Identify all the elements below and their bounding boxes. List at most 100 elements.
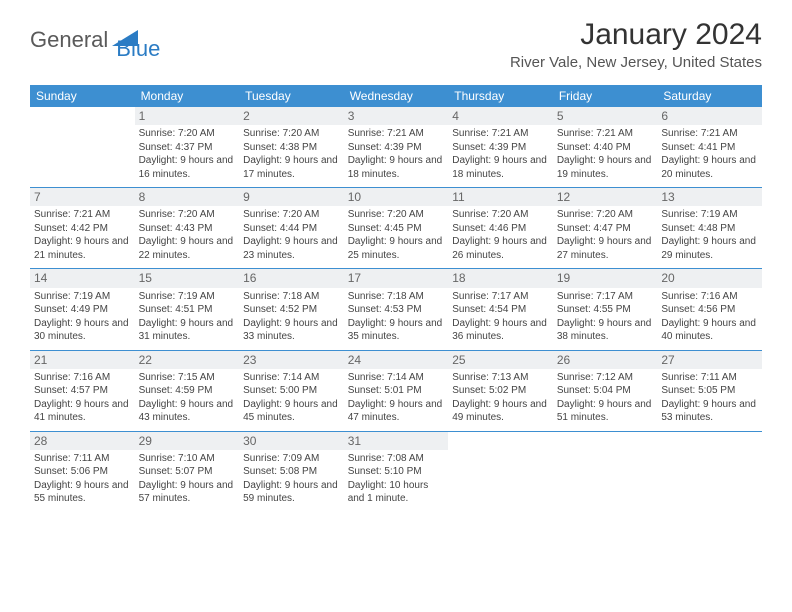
calendar-cell: 2 Sunrise: 7:20 AMSunset: 4:38 PMDaylight… xyxy=(239,107,344,188)
day-number: 11 xyxy=(448,188,553,206)
calendar-cell: 16 Sunrise: 7:18 AMSunset: 4:52 PMDayligh… xyxy=(239,269,344,350)
calendar-cell: 17Sunrise: 7:18 AMSunset: 4:53 PMDayligh… xyxy=(344,269,449,350)
calendar-week: 14Sunrise: 7:19 AMSunset: 4:49 PMDayligh… xyxy=(30,269,762,350)
day-info: Sunrise: 7:20 AMSunset: 4:47 PMDaylight:… xyxy=(557,208,654,262)
day-number: 29 xyxy=(135,432,240,450)
calendar-head: Sunday Monday Tuesday Wednesday Thursday… xyxy=(30,85,762,107)
day-info: Sunrise: 7:17 AMSunset: 4:54 PMDaylight:… xyxy=(452,290,549,344)
day-info: Sunrise: 7:20 AMSunset: 4:38 PMDaylight:… xyxy=(243,127,340,181)
col-wednesday: Wednesday xyxy=(344,85,449,107)
day-number: 28 xyxy=(30,432,135,450)
calendar-cell xyxy=(657,431,762,512)
day-info: Sunrise: 7:14 AMSunset: 5:00 PMDaylight:… xyxy=(243,371,340,425)
title-block: January 2024 River Vale, New Jersey, Uni… xyxy=(510,18,762,71)
calendar-week: 21 Sunrise: 7:16 AMSunset: 4:57 PMDayligh… xyxy=(30,350,762,431)
calendar-cell: 27 Sunrise: 7:11 AMSunset: 5:05 PMDayligh… xyxy=(657,350,762,431)
day-number: 12 xyxy=(553,188,658,206)
logo-text-general: General xyxy=(30,27,108,53)
calendar-cell xyxy=(553,431,658,512)
day-info: Sunrise: 7:12 AMSunset: 5:04 PMDaylight:… xyxy=(557,371,654,425)
day-info: Sunrise: 7:21 AMSunset: 4:39 PMDaylight:… xyxy=(348,127,445,181)
day-number: 19 xyxy=(553,269,658,287)
day-number: 14 xyxy=(30,269,135,287)
header: General Blue January 2024 River Vale, Ne… xyxy=(0,0,792,75)
calendar-cell: 1 Sunrise: 7:20 AMSunset: 4:37 PMDaylight… xyxy=(135,107,240,188)
day-info: Sunrise: 7:09 AMSunset: 5:08 PMDaylight:… xyxy=(243,452,340,506)
col-thursday: Thursday xyxy=(448,85,553,107)
day-info: Sunrise: 7:18 AMSunset: 4:52 PMDaylight:… xyxy=(243,290,340,344)
calendar-cell: 7 Sunrise: 7:21 AMSunset: 4:42 PMDaylight… xyxy=(30,188,135,269)
calendar-week: 7 Sunrise: 7:21 AMSunset: 4:42 PMDaylight… xyxy=(30,188,762,269)
day-number: 16 xyxy=(239,269,344,287)
calendar-week: 28 Sunrise: 7:11 AMSunset: 5:06 PMDayligh… xyxy=(30,431,762,512)
day-info: Sunrise: 7:08 AMSunset: 5:10 PMDaylight:… xyxy=(348,452,445,506)
day-number: 25 xyxy=(448,351,553,369)
day-number: 23 xyxy=(239,351,344,369)
location: River Vale, New Jersey, United States xyxy=(510,54,762,71)
calendar-cell: 10Sunrise: 7:20 AMSunset: 4:45 PMDayligh… xyxy=(344,188,449,269)
calendar-cell: 11 Sunrise: 7:20 AMSunset: 4:46 PMDayligh… xyxy=(448,188,553,269)
day-number: 15 xyxy=(135,269,240,287)
calendar-body: 1 Sunrise: 7:20 AMSunset: 4:37 PMDaylight… xyxy=(30,107,762,512)
day-info: Sunrise: 7:21 AMSunset: 4:40 PMDaylight:… xyxy=(557,127,654,181)
calendar-cell: 3 Sunrise: 7:21 AMSunset: 4:39 PMDaylight… xyxy=(344,107,449,188)
day-number: 31 xyxy=(344,432,449,450)
day-number: 7 xyxy=(30,188,135,206)
calendar-cell: 29Sunrise: 7:10 AMSunset: 5:07 PMDayligh… xyxy=(135,431,240,512)
calendar-cell: 20 Sunrise: 7:16 AMSunset: 4:56 PMDayligh… xyxy=(657,269,762,350)
col-monday: Monday xyxy=(135,85,240,107)
day-info: Sunrise: 7:21 AMSunset: 4:41 PMDaylight:… xyxy=(661,127,758,181)
day-info: Sunrise: 7:19 AMSunset: 4:51 PMDaylight:… xyxy=(139,290,236,344)
day-number: 9 xyxy=(239,188,344,206)
calendar-cell xyxy=(30,107,135,188)
calendar-cell: 24Sunrise: 7:14 AMSunset: 5:01 PMDayligh… xyxy=(344,350,449,431)
day-number: 18 xyxy=(448,269,553,287)
calendar-cell: 25 Sunrise: 7:13 AMSunset: 5:02 PMDayligh… xyxy=(448,350,553,431)
logo-text-blue: Blue xyxy=(116,36,160,62)
day-info: Sunrise: 7:16 AMSunset: 4:56 PMDaylight:… xyxy=(661,290,758,344)
day-number: 3 xyxy=(344,107,449,125)
calendar-cell: 13 Sunrise: 7:19 AMSunset: 4:48 PMDayligh… xyxy=(657,188,762,269)
logo: General Blue xyxy=(30,18,160,62)
calendar-cell: 26 Sunrise: 7:12 AMSunset: 5:04 PMDayligh… xyxy=(553,350,658,431)
day-number: 13 xyxy=(657,188,762,206)
day-info: Sunrise: 7:20 AMSunset: 4:46 PMDaylight:… xyxy=(452,208,549,262)
day-number: 4 xyxy=(448,107,553,125)
day-number: 2 xyxy=(239,107,344,125)
day-info: Sunrise: 7:21 AMSunset: 4:39 PMDaylight:… xyxy=(452,127,549,181)
day-number: 27 xyxy=(657,351,762,369)
day-info: Sunrise: 7:11 AMSunset: 5:05 PMDaylight:… xyxy=(661,371,758,425)
calendar-cell: 31 Sunrise: 7:08 AMSunset: 5:10 PMDayligh… xyxy=(344,431,449,512)
calendar-week: 1 Sunrise: 7:20 AMSunset: 4:37 PMDaylight… xyxy=(30,107,762,188)
day-number: 21 xyxy=(30,351,135,369)
calendar-cell: 22Sunrise: 7:15 AMSunset: 4:59 PMDayligh… xyxy=(135,350,240,431)
day-info: Sunrise: 7:15 AMSunset: 4:59 PMDaylight:… xyxy=(139,371,236,425)
day-info: Sunrise: 7:17 AMSunset: 4:55 PMDaylight:… xyxy=(557,290,654,344)
day-info: Sunrise: 7:16 AMSunset: 4:57 PMDaylight:… xyxy=(34,371,131,425)
day-number: 17 xyxy=(344,269,449,287)
calendar-cell: 12 Sunrise: 7:20 AMSunset: 4:47 PMDayligh… xyxy=(553,188,658,269)
calendar-cell: 21 Sunrise: 7:16 AMSunset: 4:57 PMDayligh… xyxy=(30,350,135,431)
day-number: 1 xyxy=(135,107,240,125)
day-number: 30 xyxy=(239,432,344,450)
day-info: Sunrise: 7:20 AMSunset: 4:45 PMDaylight:… xyxy=(348,208,445,262)
day-info: Sunrise: 7:19 AMSunset: 4:48 PMDaylight:… xyxy=(661,208,758,262)
day-info: Sunrise: 7:20 AMSunset: 4:37 PMDaylight:… xyxy=(139,127,236,181)
day-number: 26 xyxy=(553,351,658,369)
col-friday: Friday xyxy=(553,85,658,107)
day-number: 20 xyxy=(657,269,762,287)
calendar-cell: 28 Sunrise: 7:11 AMSunset: 5:06 PMDayligh… xyxy=(30,431,135,512)
calendar-cell: 6Sunrise: 7:21 AMSunset: 4:41 PMDaylight… xyxy=(657,107,762,188)
calendar-cell: 4 Sunrise: 7:21 AMSunset: 4:39 PMDaylight… xyxy=(448,107,553,188)
day-info: Sunrise: 7:20 AMSunset: 4:43 PMDaylight:… xyxy=(139,208,236,262)
day-info: Sunrise: 7:20 AMSunset: 4:44 PMDaylight:… xyxy=(243,208,340,262)
calendar-cell: 14Sunrise: 7:19 AMSunset: 4:49 PMDayligh… xyxy=(30,269,135,350)
calendar-cell: 23 Sunrise: 7:14 AMSunset: 5:00 PMDayligh… xyxy=(239,350,344,431)
day-info: Sunrise: 7:13 AMSunset: 5:02 PMDaylight:… xyxy=(452,371,549,425)
day-info: Sunrise: 7:14 AMSunset: 5:01 PMDaylight:… xyxy=(348,371,445,425)
day-info: Sunrise: 7:21 AMSunset: 4:42 PMDaylight:… xyxy=(34,208,131,262)
calendar-cell: 8Sunrise: 7:20 AMSunset: 4:43 PMDaylight… xyxy=(135,188,240,269)
day-info: Sunrise: 7:11 AMSunset: 5:06 PMDaylight:… xyxy=(34,452,131,506)
calendar-cell: 30 Sunrise: 7:09 AMSunset: 5:08 PMDayligh… xyxy=(239,431,344,512)
calendar-cell: 19 Sunrise: 7:17 AMSunset: 4:55 PMDayligh… xyxy=(553,269,658,350)
